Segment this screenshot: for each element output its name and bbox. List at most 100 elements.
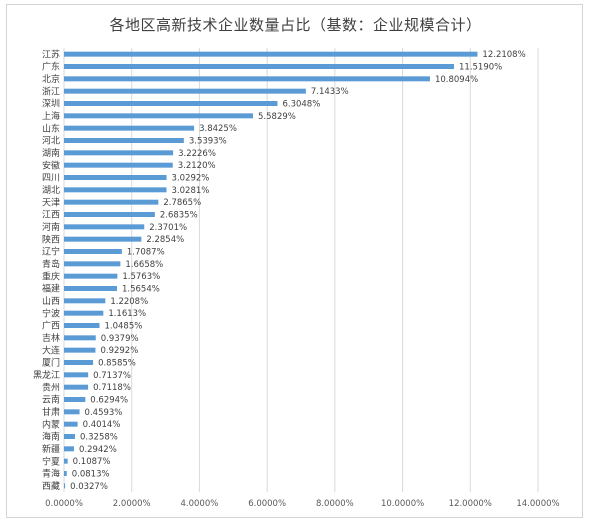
category-label: 辽宁 [42,246,60,258]
category-label: 上海 [42,110,60,122]
bar [64,347,96,353]
bar [64,76,430,82]
category-label: 甘肃 [42,406,60,418]
data-label: 0.0813% [72,470,110,480]
category-label: 吉林 [42,332,60,344]
bar [64,421,78,427]
category-label: 海南 [42,431,60,443]
category-label: 河北 [42,135,60,147]
data-label: 0.8585% [98,359,136,369]
category-label: 广西 [42,320,60,332]
category-label: 福建 [42,283,60,295]
chart-title: 各地区高新技术企业数量占比（基数：企业规模合计） [109,16,482,34]
bar [64,224,145,230]
data-label: 0.9292% [100,346,138,356]
category-label: 江西 [42,210,60,221]
data-label: 2.2854% [146,235,184,245]
category-label: 云南 [42,394,60,406]
category-label: 宁夏 [42,455,60,467]
bar [64,88,306,94]
category-label: 西藏 [42,480,60,492]
x-tick-label: 12.0000% [449,499,492,509]
data-label: 3.0292% [172,174,210,184]
category-label: 山东 [42,122,60,134]
data-label: 11.5190% [459,63,502,73]
bar [64,409,80,415]
data-label: 3.5393% [189,137,227,147]
category-label: 河南 [42,221,60,233]
bar [64,212,155,217]
bar [64,101,278,106]
data-label: 0.4593% [85,408,123,418]
bar [64,323,100,328]
category-label: 北京 [42,73,60,85]
bar [64,175,167,180]
bar [64,372,89,378]
bar [64,51,478,57]
bar [64,64,455,69]
category-label: 黑龙江 [33,369,60,381]
x-tick-label: 0.0000% [45,499,83,509]
bar [64,150,174,156]
category-label: 湖南 [42,147,60,159]
data-label: 0.0327% [70,482,108,492]
data-label: 1.7087% [127,248,165,258]
bar [64,298,106,304]
category-label: 大连 [42,344,60,356]
data-label: 3.2120% [178,161,216,171]
data-label: 0.2942% [79,445,117,455]
bar [64,360,94,365]
x-tick-label: 6.0000% [248,499,286,509]
data-label: 2.3701% [149,223,187,233]
data-label: 1.2208% [110,297,148,307]
data-label: 1.0485% [104,322,142,332]
bar [64,138,184,143]
bar [64,310,104,316]
x-tick-label: 10.0000% [381,499,424,509]
data-label: 5.5829% [258,112,296,122]
x-tick-label: 14.0000% [516,499,559,509]
bar [64,113,254,119]
category-label: 青岛 [42,258,60,270]
data-label: 3.8425% [199,124,237,134]
data-label: 0.3258% [80,433,118,443]
data-label: 0.1087% [73,457,111,467]
data-label: 1.5763% [122,272,160,282]
category-label: 四川 [42,174,60,184]
x-tick-label: 8.0000% [316,499,354,509]
data-label: 10.8094% [435,75,478,85]
data-label: 1.1613% [108,309,146,319]
data-label: 12.2108% [482,50,525,60]
bar [64,335,96,341]
category-label: 广东 [42,61,60,73]
data-label: 6.3048% [282,100,320,110]
data-label: 3.2226% [178,149,216,159]
bar [64,397,86,402]
bar [64,273,118,279]
category-label: 内蒙 [42,418,60,430]
category-label: 重庆 [42,270,60,282]
data-label: 7.1433% [311,87,349,97]
category-label: 浙江 [42,85,60,97]
bar [64,236,142,242]
bar [64,434,76,439]
category-label: 湖北 [42,185,60,196]
data-label: 2.7865% [163,198,201,208]
category-label: 厦门 [42,357,60,369]
data-label: 1.6658% [125,260,163,270]
data-label: 0.6294% [90,396,128,406]
bar [64,286,117,291]
data-label: 0.7137% [93,371,131,381]
bar [64,162,173,168]
data-label: 1.5654% [122,285,160,295]
bar [64,384,89,390]
x-tick-label: 4.0000% [181,499,219,509]
data-label: 0.4014% [83,420,121,430]
category-label: 贵州 [42,381,60,393]
bar [64,249,122,254]
category-label: 安徽 [42,159,60,171]
data-label: 0.7118% [93,383,131,393]
data-label: 3.0281% [172,186,210,196]
x-tick-label: 2.0000% [113,499,151,509]
